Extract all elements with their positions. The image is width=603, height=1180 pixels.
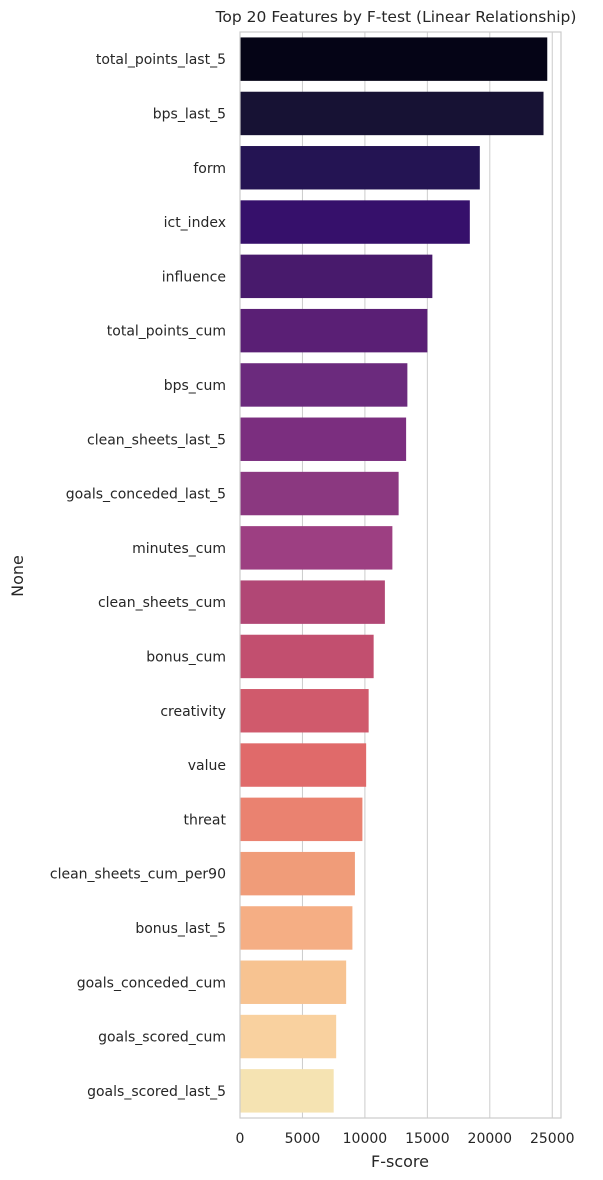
- bar: [240, 146, 480, 190]
- y-tick-label: goals_conceded_last_5: [66, 487, 226, 503]
- bar: [240, 1069, 334, 1113]
- bar: [240, 37, 548, 81]
- y-tick-label: creativity: [160, 704, 226, 720]
- x-axis-label: F-score: [371, 1152, 429, 1171]
- y-tick-label: total_points_cum: [107, 324, 226, 340]
- y-tick-label: total_points_last_5: [96, 52, 226, 68]
- y-tick-label: value: [188, 758, 226, 774]
- y-tick-label: clean_sheets_last_5: [87, 432, 226, 448]
- bar: [240, 254, 433, 299]
- y-tick-label: threat: [184, 812, 227, 828]
- y-tick-label: clean_sheets_cum_per90: [50, 867, 226, 883]
- y-tick-label: goals_scored_cum: [98, 1030, 226, 1046]
- plot-frame: [239, 31, 562, 1119]
- bar: [240, 526, 393, 570]
- y-tick-label: bps_last_5: [153, 106, 226, 122]
- chart-title: Top 20 Features by F-test (Linear Relati…: [215, 8, 577, 26]
- bar: [240, 851, 355, 896]
- bar: [240, 743, 367, 787]
- bar: [240, 906, 353, 950]
- bar: [240, 797, 363, 842]
- gridlines: [239, 32, 553, 1118]
- y-tick-label: goals_scored_last_5: [87, 1084, 226, 1100]
- bar: [240, 91, 544, 136]
- y-tick-label: form: [193, 161, 226, 177]
- x-tick-labels: 0 5000 10000 15000 20000 25000: [236, 1131, 575, 1147]
- y-tick-label: bps_cum: [164, 378, 226, 394]
- x-tick-label: 5000: [285, 1131, 321, 1147]
- bar: [240, 200, 470, 244]
- x-tick-label: 25000: [530, 1131, 575, 1147]
- y-tick-label: goals_conceded_cum: [77, 975, 226, 991]
- x-tick-label: 0: [236, 1131, 245, 1147]
- bar: [240, 363, 408, 407]
- bar: [240, 960, 347, 1004]
- y-tick-label: minutes_cum: [132, 541, 226, 557]
- bar: [240, 1014, 337, 1059]
- y-tick-label: influence: [162, 269, 226, 285]
- y-tick-label: clean_sheets_cum: [98, 595, 226, 611]
- bar: [240, 580, 385, 624]
- bar: [240, 471, 399, 516]
- x-tick-label: 15000: [405, 1131, 450, 1147]
- bar: [240, 689, 369, 733]
- x-tick-label: 20000: [468, 1131, 513, 1147]
- y-tick-label: ict_index: [164, 215, 226, 231]
- y-tick-label: bonus_cum: [146, 649, 226, 665]
- bar: [240, 308, 428, 353]
- x-tick-label: 10000: [343, 1131, 388, 1147]
- y-axis-label: None: [8, 555, 27, 597]
- bar: [240, 634, 374, 679]
- bars: [240, 37, 548, 1113]
- bar: [240, 417, 407, 461]
- y-tick-label: bonus_last_5: [135, 921, 226, 937]
